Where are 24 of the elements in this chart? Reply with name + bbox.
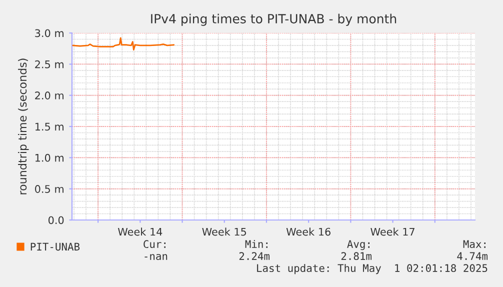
text: Max: bbox=[463, 240, 486, 248]
x-tick-label: Week 16 bbox=[286, 228, 330, 236]
text: Avg: bbox=[347, 240, 370, 250]
y-tick-label: 1.0 m bbox=[35, 154, 64, 162]
y-tick-label: 0.0 bbox=[48, 216, 64, 224]
text: Min: bbox=[245, 240, 268, 248]
x-tick-label: Week 17 bbox=[370, 228, 414, 236]
y-axis-title: roundtrip time (seconds) bbox=[18, 58, 29, 194]
text: 4.74m bbox=[457, 252, 488, 260]
text: 2.24m bbox=[239, 252, 270, 260]
text: Last update: Thu May 1 02:01:18 2025 bbox=[257, 264, 488, 274]
y-tick-label: 2.5 m bbox=[35, 60, 64, 68]
text: 2.81m bbox=[341, 252, 372, 260]
y-tick-label: 1.5 m bbox=[35, 122, 64, 131]
line-series bbox=[72, 37, 174, 51]
y-tick-label: 3.0 m bbox=[35, 29, 64, 38]
x-tick-label: Week 14 bbox=[118, 228, 162, 236]
y-tick-label: 2.0 m bbox=[35, 92, 64, 100]
legend-label: PIT-UNAB bbox=[30, 242, 80, 251]
text: Cur: bbox=[144, 240, 166, 248]
chart-title: IPv4 ping times to PIT-UNAB - by month bbox=[151, 14, 396, 26]
x-tick-label: Week 15 bbox=[202, 228, 246, 236]
text: -nan bbox=[144, 254, 168, 260]
y-tick-label: 0.5 m bbox=[35, 185, 64, 193]
